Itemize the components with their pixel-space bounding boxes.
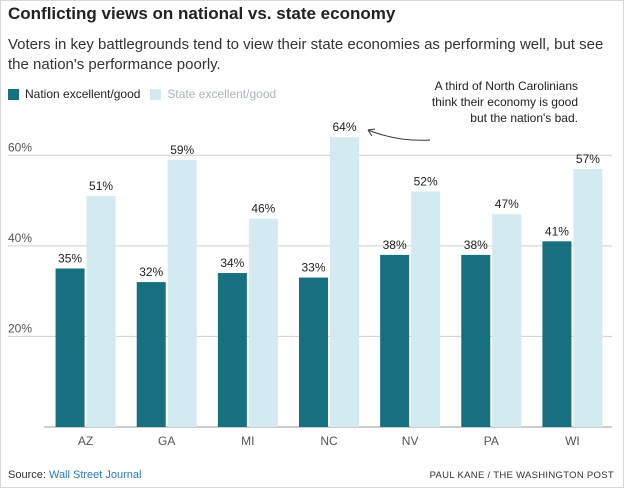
data-label-nation: 34% bbox=[220, 256, 244, 270]
y-tick-label: 60% bbox=[8, 140, 32, 154]
legend-label-state: State excellent/good bbox=[167, 87, 277, 101]
source-prefix: Source: bbox=[8, 469, 49, 481]
x-tick-label: WI bbox=[565, 434, 580, 448]
data-label-nation: 35% bbox=[58, 252, 82, 266]
bar-nation bbox=[380, 254, 410, 427]
annotation-arrow bbox=[367, 129, 431, 141]
bar-nation bbox=[55, 268, 85, 427]
bar-nation bbox=[136, 282, 166, 427]
annotation-arrowhead bbox=[367, 128, 376, 137]
data-label-nation: 38% bbox=[383, 238, 407, 252]
bar-nation bbox=[461, 254, 491, 427]
bar-state bbox=[248, 218, 278, 427]
legend-item-state: State excellent/good bbox=[150, 87, 276, 101]
annotation: A third of North Carolinians think their … bbox=[367, 79, 578, 141]
annotation-text-line: A third of North Carolinians bbox=[435, 79, 578, 93]
x-tick-label: AZ bbox=[78, 434, 93, 448]
bar-state bbox=[86, 196, 116, 427]
legend: Nation excellent/good State excellent/go… bbox=[8, 86, 286, 102]
data-label-state: 64% bbox=[332, 120, 356, 134]
data-label-state: 47% bbox=[495, 197, 519, 211]
bar-nation bbox=[299, 277, 328, 427]
bar-nation bbox=[542, 241, 572, 427]
data-label-state: 52% bbox=[414, 175, 438, 189]
data-label-nation: 38% bbox=[464, 238, 488, 252]
data-label-nation: 32% bbox=[139, 265, 163, 279]
bar-state bbox=[411, 191, 441, 427]
legend-label-nation: Nation excellent/good bbox=[25, 87, 141, 101]
bar-state bbox=[167, 159, 197, 428]
bar-state bbox=[492, 214, 522, 427]
bar-nation bbox=[217, 273, 247, 427]
data-labels: 35% 51% AZ 32% 59% GA 34% 46% MI 33% 64% NC 38% 52% NV… bbox=[58, 120, 600, 448]
legend-item-nation: Nation excellent/good bbox=[8, 87, 140, 101]
credit-line: PAUL KANE / THE WASHINGTON POST bbox=[429, 470, 614, 481]
data-label-state: 46% bbox=[251, 202, 275, 216]
bar-state bbox=[330, 137, 359, 427]
x-tick-label: NC bbox=[320, 434, 338, 448]
data-label-state: 57% bbox=[576, 152, 600, 166]
y-tick-label: 20% bbox=[8, 321, 32, 335]
data-label-state: 51% bbox=[89, 179, 113, 193]
source-line: Source: Wall Street Journal bbox=[8, 469, 142, 481]
bar-state bbox=[573, 168, 603, 427]
x-tick-label: GA bbox=[158, 434, 175, 448]
y-tick-label: 40% bbox=[8, 231, 32, 245]
chart-title: Conflicting views on national vs. state … bbox=[8, 4, 396, 23]
source-link[interactable]: Wall Street Journal bbox=[48, 469, 142, 481]
legend-swatch-state bbox=[150, 88, 162, 100]
x-tick-label: MI bbox=[241, 434, 254, 448]
chart-subtitle: Voters in key battlegrounds tend to view… bbox=[8, 36, 604, 73]
annotation-text-line: think their economy is good bbox=[432, 95, 578, 109]
bars bbox=[55, 137, 603, 428]
x-tick-label: PA bbox=[484, 434, 499, 448]
data-label-nation: 41% bbox=[545, 224, 569, 238]
x-tick-label: NV bbox=[402, 434, 419, 448]
legend-swatch-nation bbox=[8, 88, 19, 100]
data-label-nation: 33% bbox=[301, 261, 325, 275]
data-label-state: 59% bbox=[170, 143, 194, 157]
annotation-text-line: but the nation's bad. bbox=[470, 111, 578, 125]
